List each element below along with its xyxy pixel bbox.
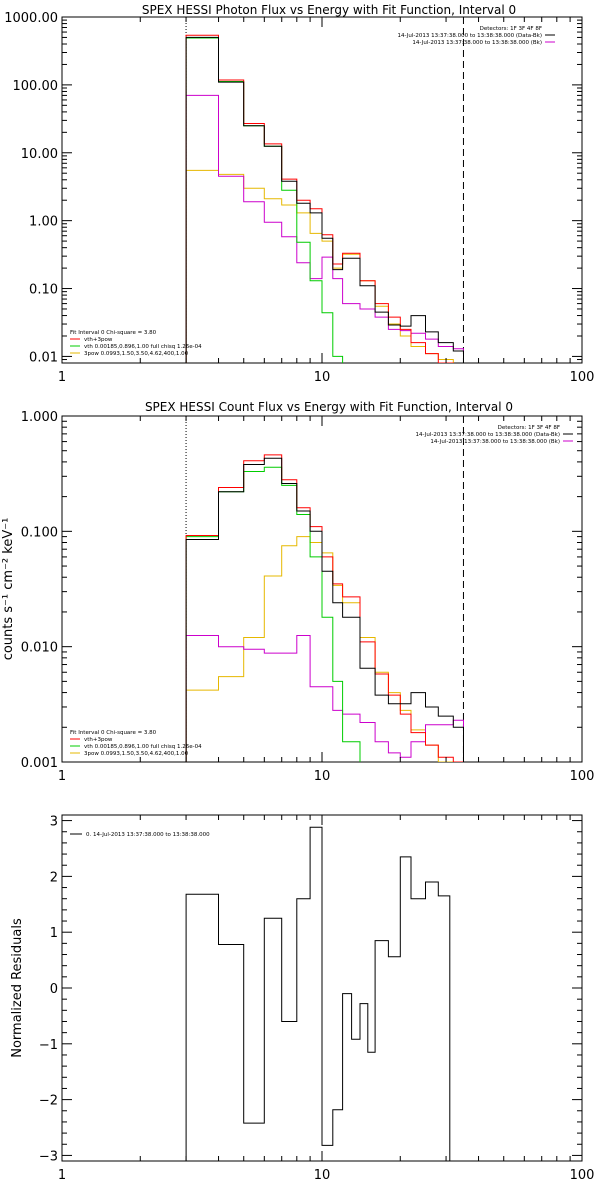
y-tick-label: 100.00 bbox=[13, 79, 59, 94]
count-fit-entry-total: vth+3pow bbox=[84, 737, 113, 743]
resid-y-axis-label: Normalized Residuals bbox=[10, 918, 25, 1058]
y-tick-label: 0.001 bbox=[21, 756, 58, 771]
photon-legend-bottom: Fit Interval 0 Chi-square = 3.80 vth+3po… bbox=[70, 330, 202, 357]
x-tick-label: 1 bbox=[58, 1168, 66, 1183]
resid-legend: 0. 14-Jul-2013 13:37:38.000 to 13:38:38.… bbox=[70, 832, 210, 838]
y-tick-label: 0.01 bbox=[29, 350, 58, 365]
resid-legend-entry: 0. 14-Jul-2013 13:37:38.000 to 13:38:38.… bbox=[86, 832, 210, 838]
y-tick-label: 3 bbox=[50, 815, 58, 830]
count-marks bbox=[185, 416, 464, 762]
y-tick-label: 1000.00 bbox=[4, 11, 58, 26]
photon-legend-top: Detectors: 1F 3F 4F 8F 14-Jul-2013 13:37… bbox=[398, 26, 555, 46]
photon-legend-entry-data: 14-Jul-2013 13:37:38.000 to 13:38:38.000… bbox=[398, 33, 543, 39]
photon-fit-entry-total: vth+3pow bbox=[84, 337, 113, 343]
resid-marks bbox=[185, 826, 461, 1161]
y-tick-label: 1.000 bbox=[21, 410, 58, 425]
y-tick-label: −2 bbox=[39, 1094, 58, 1109]
photon-series-000000 bbox=[185, 36, 464, 363]
count-fit-entry-vth: vth 0.00185,0.896,1.00 full chisq 1.26e-… bbox=[84, 744, 202, 750]
photon-marks bbox=[185, 17, 464, 363]
photon-legend-entry-bk: 14-Jul-2013 13:37:38.000 to 13:38:38.000… bbox=[412, 40, 542, 46]
photon-fit-header: Fit Interval 0 Chi-square = 3.80 bbox=[70, 330, 157, 336]
count-fit-header: Fit Interval 0 Chi-square = 3.80 bbox=[70, 730, 157, 736]
photon-legend-header: Detectors: 1F 3F 4F 8F bbox=[480, 26, 542, 32]
count-y-axis-label: counts s⁻¹ cm⁻² keV⁻¹ bbox=[1, 518, 16, 661]
x-tick-label: 10 bbox=[314, 1168, 331, 1183]
resid-series-000000 bbox=[185, 826, 461, 1161]
y-tick-label: 2 bbox=[50, 870, 58, 885]
photon-fit-entry-vth: vth 0.00185,0.896,1.00 full chisq 1.26e-… bbox=[84, 344, 202, 350]
y-tick-label: 0.010 bbox=[21, 641, 58, 656]
y-tick-label: 10.00 bbox=[21, 147, 58, 162]
count-legend-entry-bk: 14-Jul-2013 13:37:38.000 to 13:38:38.000… bbox=[430, 439, 560, 445]
y-tick-label: 0.100 bbox=[21, 525, 58, 540]
count-chart-title: SPEX HESSI Count Flux vs Energy with Fit… bbox=[145, 400, 513, 414]
count-legend-top: Detectors: 1F 3F 4F 8F 14-Jul-2013 13:37… bbox=[416, 425, 573, 445]
y-tick-label: 1.00 bbox=[29, 215, 58, 230]
x-tick-label: 10 bbox=[314, 769, 331, 784]
photon-series-cc00cc bbox=[185, 94, 464, 363]
photon-chart-title: SPEX HESSI Photon Flux vs Energy with Fi… bbox=[142, 3, 516, 17]
x-tick-label: 100 bbox=[570, 1168, 595, 1183]
count-legend-entry-data: 14-Jul-2013 13:37:38.000 to 13:38:38.000… bbox=[416, 432, 561, 438]
y-tick-label: −3 bbox=[39, 1149, 58, 1164]
count-series-000000 bbox=[185, 457, 464, 762]
count-flux-panel: SPEX HESSI Count Flux vs Energy with Fit… bbox=[1, 400, 595, 784]
y-tick-label: 0.10 bbox=[29, 283, 58, 298]
x-tick-label: 1 bbox=[58, 370, 66, 385]
x-tick-label: 1 bbox=[58, 769, 66, 784]
photon-fit-entry-3pow: 3pow 0.0993,1.50,3.50,4.62,400,1.00 bbox=[84, 351, 189, 357]
y-tick-label: 0 bbox=[50, 982, 58, 997]
photon-axes: 1 10 100 1000.00 100.00 10.00 1.00 0.10 0.01 bbox=[4, 11, 594, 385]
count-axes: 1 10 100 1.000 0.100 0.010 0.001 bbox=[21, 410, 595, 784]
count-fit-entry-3pow: 3pow 0.0993,1.50,3.50,4.62,400,1.00 bbox=[84, 751, 189, 757]
count-legend-bottom: Fit Interval 0 Chi-square = 3.80 vth+3po… bbox=[70, 730, 202, 757]
photon-flux-panel: SPEX HESSI Photon Flux vs Energy with Fi… bbox=[4, 3, 594, 385]
y-tick-label: −1 bbox=[39, 1038, 58, 1053]
x-tick-label: 10 bbox=[314, 370, 331, 385]
x-tick-label: 100 bbox=[570, 370, 595, 385]
count-legend-header: Detectors: 1F 3F 4F 8F bbox=[498, 425, 560, 431]
y-tick-label: 1 bbox=[50, 926, 58, 941]
x-tick-label: 100 bbox=[570, 769, 595, 784]
